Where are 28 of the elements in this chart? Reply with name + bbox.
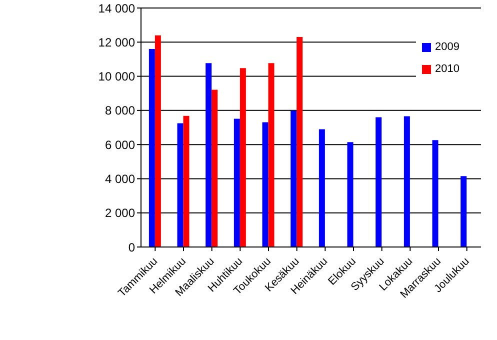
bar — [318, 129, 325, 247]
bar — [432, 140, 438, 247]
bar — [268, 63, 274, 247]
bar — [376, 117, 382, 247]
bar — [212, 90, 218, 247]
y-tick-label: 4 000 — [104, 172, 136, 186]
bar — [154, 35, 161, 247]
bar — [240, 68, 246, 247]
legend-label: 2010 — [435, 63, 460, 75]
bar — [206, 63, 212, 247]
bar — [183, 116, 190, 247]
bar — [296, 37, 303, 247]
bar — [404, 116, 410, 247]
y-tick-label: 14 000 — [98, 1, 136, 16]
legend-label: 2009 — [435, 41, 460, 53]
bar — [234, 118, 240, 247]
y-tick-label: 0 — [128, 240, 136, 254]
bar — [148, 48, 155, 247]
y-tick-label: 12 000 — [98, 35, 136, 50]
bar — [177, 123, 184, 247]
bar — [262, 122, 268, 247]
bar — [460, 176, 467, 247]
y-tick-label: 10 000 — [98, 70, 136, 84]
bar — [347, 142, 354, 247]
bar — [290, 110, 297, 247]
y-tick-label: 6 000 — [104, 138, 136, 152]
y-tick-label: 8 000 — [104, 104, 136, 118]
y-tick-label: 2 000 — [104, 206, 136, 220]
